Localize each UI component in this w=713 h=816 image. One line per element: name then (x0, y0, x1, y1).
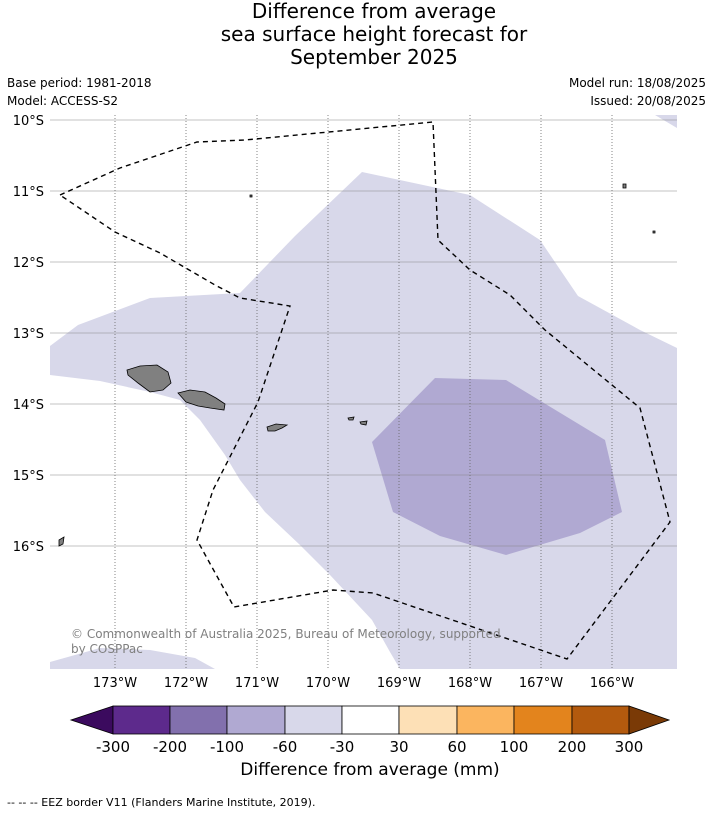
lon-label: 169°W (377, 676, 421, 691)
colorbar-segment (341, 705, 400, 735)
lat-label: 12°S (13, 256, 44, 271)
model-name: Model: ACCESS-S2 (7, 94, 119, 108)
lon-label: 173°W (93, 676, 137, 691)
eez-borders (58, 121, 671, 660)
island-savaii (126, 364, 172, 393)
land-samoa (58, 183, 656, 547)
eez-border-samoa (58, 121, 671, 660)
title-line-1: Difference from average (251, 0, 497, 23)
anomaly-band-mid (372, 378, 622, 555)
colorbar-segment (398, 705, 458, 735)
colorbar-tick-label: -60 (273, 738, 298, 756)
colorbar-segment (284, 705, 343, 735)
colorbar-extend-low (69, 705, 114, 735)
colorbar-segment (456, 705, 515, 735)
latitude-labels: 10°S 11°S 12°S 13°S 14°S 15°S 16°S (13, 114, 44, 555)
colorbar-segment (112, 705, 171, 735)
colorbar-segment (226, 705, 286, 735)
colorbar-tick-labels: -300 -200 -100 -60 -30 30 60 100 200 300 (96, 738, 643, 756)
colorbar-tick-label: 200 (558, 738, 587, 756)
lat-label: 10°S (13, 114, 44, 129)
colorbar-tick-label: 60 (447, 738, 466, 756)
lat-label: 13°S (13, 327, 44, 342)
island-tutuila (266, 423, 289, 432)
lat-label: 14°S (13, 398, 44, 413)
island-manua-2 (359, 420, 368, 426)
islet-tokelau-1 (622, 183, 627, 189)
colorbar-segment (169, 705, 228, 735)
lat-label: 16°S (13, 540, 44, 555)
model-run: Model run: 18/08/2025 (568, 76, 706, 90)
anomaly-band-light-bottom (50, 648, 215, 669)
lat-label: 11°S (13, 185, 44, 200)
meta-left: Base period: 1981-2018 Model: ACCESS-S2 (7, 74, 152, 110)
lat-label: 15°S (13, 469, 44, 484)
lon-label: 170°W (306, 676, 350, 691)
island-manua-1 (347, 416, 355, 421)
meta-right: Model run: 18/08/2025 Issued: 20/08/2025 (569, 74, 706, 110)
islet-tokelau-2 (652, 230, 656, 234)
colorbar-segment (571, 705, 630, 735)
issued-date: Issued: 20/08/2025 (590, 94, 706, 108)
colorbar-tick-label: -30 (330, 738, 355, 756)
map-title: Difference from average sea surface heig… (0, 0, 713, 69)
colorbar-segment (513, 705, 573, 735)
colorbar-tick-label: 30 (389, 738, 408, 756)
colorbar-tick-label: -100 (210, 738, 244, 756)
colorbar-tick-label: 100 (500, 738, 529, 756)
colorbar-title: Difference from average (mm) (240, 760, 500, 780)
colorbar (69, 705, 671, 735)
title-line-3: September 2025 (290, 45, 458, 69)
longitude-labels: 173°W 172°W 171°W 170°W 169°W 168°W 167°… (93, 676, 634, 691)
islet-wallis (58, 536, 65, 547)
island-upolu (177, 389, 226, 411)
copyright-notice: © Commonwealth of Australia 2025, Bureau… (71, 627, 501, 656)
copyright-line-1: © Commonwealth of Australia 2025, Bureau… (71, 627, 501, 641)
colorbar-tick-label: 300 (615, 738, 644, 756)
colorbar-tick-label: -200 (153, 738, 187, 756)
islet-swains (249, 194, 253, 198)
colorbar-extend-high (628, 705, 671, 735)
lon-label: 171°W (235, 676, 279, 691)
anomaly-band-light-corner (655, 115, 677, 128)
lon-label: 168°W (448, 676, 492, 691)
latitude-gridlines (50, 119, 677, 547)
map-area (50, 115, 677, 669)
base-period: Base period: 1981-2018 (7, 76, 152, 90)
eez-footnote: -- -- -- EEZ border V11 (Flanders Marine… (7, 796, 316, 809)
copyright-line-2: by COSPPac (71, 642, 143, 656)
colorbar-tick-label: -300 (96, 738, 130, 756)
lon-label: 172°W (164, 676, 208, 691)
title-line-2: sea surface height forecast for (220, 22, 528, 46)
lon-label: 166°W (590, 676, 634, 691)
lon-label: 167°W (519, 676, 563, 691)
